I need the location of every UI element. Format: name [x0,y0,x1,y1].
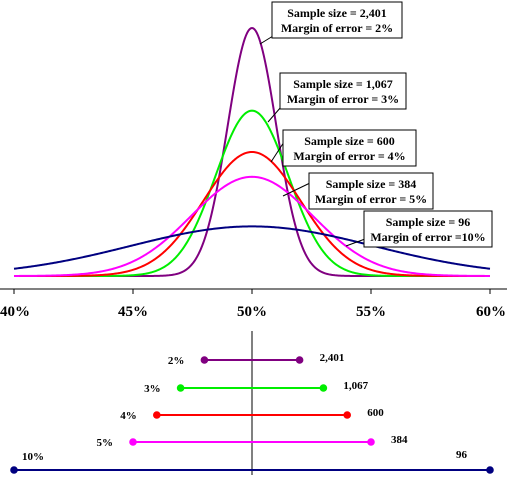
interval-margin-label: 5% [97,437,114,449]
x-tick-label: 60% [476,304,506,320]
interval-low-marker [153,411,161,419]
callout-margin: Margin of error = 4% [293,149,405,163]
x-tick-label: 55% [356,304,386,320]
x-axis-ticks: 40% 45% 50% 55% 60% [0,289,506,320]
interval-margin-3: 3% 1,067 [144,380,369,395]
callout-box [363,210,493,248]
interval-margin-label: 3% [144,383,161,395]
x-tick-label: 40% [0,304,30,320]
callout-box [271,1,403,39]
callout-leader [267,106,282,123]
callout-sample-size: Sample size = 1,067 [293,77,393,91]
callout-sample-size: Sample size = 2,401 [287,6,387,20]
callout-sample-size: Sample size = 96 [386,215,471,229]
callout-sample-size: Sample size = 600 [304,134,395,148]
interval-sample-label: 384 [391,434,408,446]
interval-low-marker [129,438,137,446]
interval-margin-label: 4% [120,410,137,422]
interval-high-marker [319,384,328,392]
interval-sample-label: 1,067 [343,380,368,392]
callout-margin: Margin of error =10% [370,230,485,244]
interval-margin-label: 2% [168,355,185,367]
callout-leader [345,238,366,247]
interval-margin-4: 4% 600 [120,407,384,422]
callout-leader [270,141,285,163]
interval-sample-label: 2,401 [320,352,345,364]
callout-leader [259,35,274,45]
interval-low-marker [200,356,209,364]
callout-sample-size: Sample size = 384 [326,177,417,191]
x-tick-label: 45% [118,304,148,320]
interval-margin-2: 2% 2,401 [168,352,344,367]
interval-sample-label: 600 [367,407,384,419]
curve-n-600 [14,150,490,277]
interval-high-marker [486,466,494,474]
interval-margin-10: 10% 96 [10,449,494,474]
interval-bars: 2% 2,401 3% 1,067 4% 600 5% 384 10% 96 [10,352,494,474]
interval-high-marker [295,356,304,364]
callout-margin: Margin of error = 5% [315,192,427,206]
curve-n-96 [13,225,491,270]
interval-sample-label: 96 [456,449,468,461]
interval-high-marker [367,438,375,446]
curve-n-384 [14,175,490,277]
interval-low-marker [176,384,185,392]
interval-low-marker [10,466,18,474]
interval-margin-5: 5% 384 [97,434,409,449]
distribution-curves [13,26,491,277]
callout-box [282,129,417,167]
callout-leader [282,182,311,197]
x-tick-label: 50% [237,304,267,320]
callout-box [279,72,407,110]
callout-box [308,172,434,210]
interval-margin-label: 10% [22,451,44,463]
callout-margin: Margin of error = 2% [281,21,393,35]
interval-high-marker [343,411,352,419]
callout-margin: Margin of error = 3% [287,92,399,106]
